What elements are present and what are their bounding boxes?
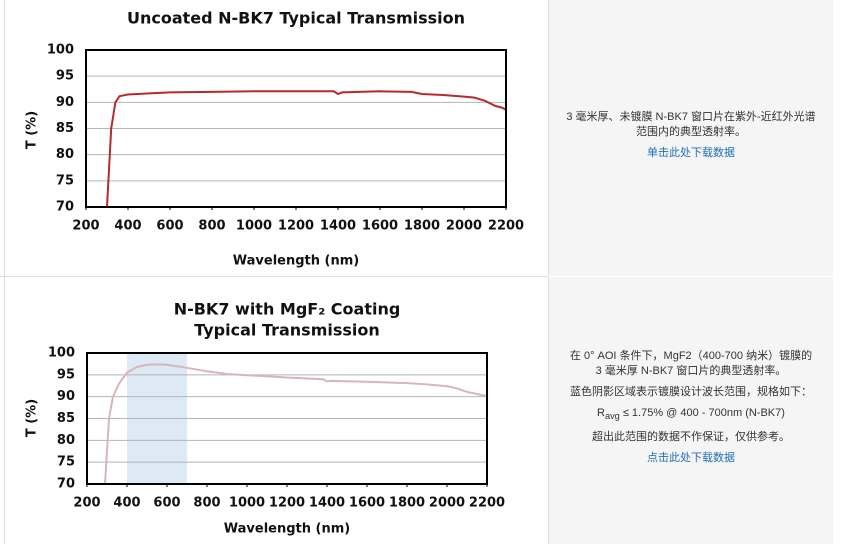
x-tick-label: 1200 xyxy=(269,496,305,511)
x-tick-label: 1000 xyxy=(229,496,265,511)
x-tick-label: 200 xyxy=(72,219,99,234)
x-tick-label: 800 xyxy=(198,219,225,234)
y-axis-label: T (%) xyxy=(25,399,40,437)
data-line xyxy=(104,363,488,485)
x-tick-label: 800 xyxy=(193,496,220,511)
charts: Uncoated N-BK7 Typical Transmission 70 75 8… xyxy=(0,0,548,544)
y-tick-label: 75 xyxy=(57,455,75,470)
x-tick-label: 600 xyxy=(156,219,183,234)
x-tick-label: 1400 xyxy=(320,219,356,234)
x-tick-label: 1600 xyxy=(349,496,385,511)
x-tick-label: 2200 xyxy=(469,496,505,511)
y-tick-label: 85 xyxy=(56,121,74,136)
text: 在 0° AOI 条件下，MgF2（400-700 纳米）镀膜的 xyxy=(569,349,813,362)
text: ≤ 1.75% @ 400 - 700nm (N-BK7) xyxy=(619,406,785,419)
download-link[interactable]: 点击此处下载数据 xyxy=(647,452,735,465)
y-tick-label: 90 xyxy=(56,95,74,110)
x-axis-label: Wavelength (nm) xyxy=(224,522,350,537)
plot-frame xyxy=(85,49,507,208)
x-tick-label: 1600 xyxy=(362,219,398,234)
y-tick-label: 75 xyxy=(56,173,74,188)
text: avg xyxy=(605,411,620,422)
text: 范围内的典型透射率。 xyxy=(636,125,746,138)
text: 3 毫米厚 N-BK7 窗口片的典型透射率。 xyxy=(595,364,787,377)
y-tick-label: 100 xyxy=(48,346,75,361)
chart-title: N-BK7 with MgF₂ Coating xyxy=(174,300,401,319)
data-line xyxy=(106,90,507,208)
y-tick-label: 70 xyxy=(56,200,74,215)
x-tick-label: 2000 xyxy=(429,496,465,511)
chart-title: Uncoated N-BK7 Typical Transmission xyxy=(127,9,465,28)
y-tick-label: 95 xyxy=(56,69,74,84)
y-tick-label: 95 xyxy=(57,367,75,382)
y-tick-label: 85 xyxy=(57,411,75,426)
y-tick-label: 70 xyxy=(57,477,75,492)
chart-title: Typical Transmission xyxy=(194,321,380,340)
desc-line: 3 毫米厚、未镀膜 N-BK7 窗口片在紫外-近红外光谱 范围内的典型透射率。 xyxy=(549,110,833,140)
plot-frame xyxy=(86,352,488,485)
description-panel: 3 毫米厚、未镀膜 N-BK7 窗口片在紫外-近红外光谱 范围内的典型透射率。 单… xyxy=(548,0,833,276)
text: 超出此范围的数据不作保证，仅供参考。 xyxy=(592,431,790,444)
x-tick-label: 1400 xyxy=(309,496,345,511)
text: 3 毫米厚、未镀膜 N-BK7 窗口片在紫外-近红外光谱 xyxy=(566,110,816,123)
x-tick-label: 2000 xyxy=(446,219,482,234)
spec: Ravg ≤ 1.75% @ 400 - 700nm (N-BK7) xyxy=(549,406,833,424)
x-tick-label: 1200 xyxy=(278,219,314,234)
download-link[interactable]: 单击此处下载数据 xyxy=(647,146,735,159)
x-tick-label: 1800 xyxy=(404,219,440,234)
x-axis-label: Wavelength (nm) xyxy=(233,254,359,269)
x-tick-label: 2200 xyxy=(488,219,524,234)
y-axis-label: T (%) xyxy=(25,111,40,149)
description-panel: 在 0° AOI 条件下，MgF2（400-700 纳米）镀膜的 3 毫米厚 N-… xyxy=(548,277,833,544)
text: R xyxy=(597,406,605,419)
y-tick-label: 80 xyxy=(56,147,74,162)
x-tick-label: 400 xyxy=(113,496,140,511)
y-tick-label: 90 xyxy=(57,389,75,404)
y-tick-label: 100 xyxy=(47,43,74,58)
y-tick-label: 80 xyxy=(57,433,75,448)
x-tick-label: 600 xyxy=(153,496,180,511)
x-tick-label: 400 xyxy=(114,219,141,234)
text: 蓝色阴影区域表示镀膜设计波长范围，规格如下： xyxy=(570,385,812,398)
x-tick-label: 200 xyxy=(73,496,100,511)
x-tick-label: 1000 xyxy=(236,219,272,234)
x-tick-label: 1800 xyxy=(389,496,425,511)
